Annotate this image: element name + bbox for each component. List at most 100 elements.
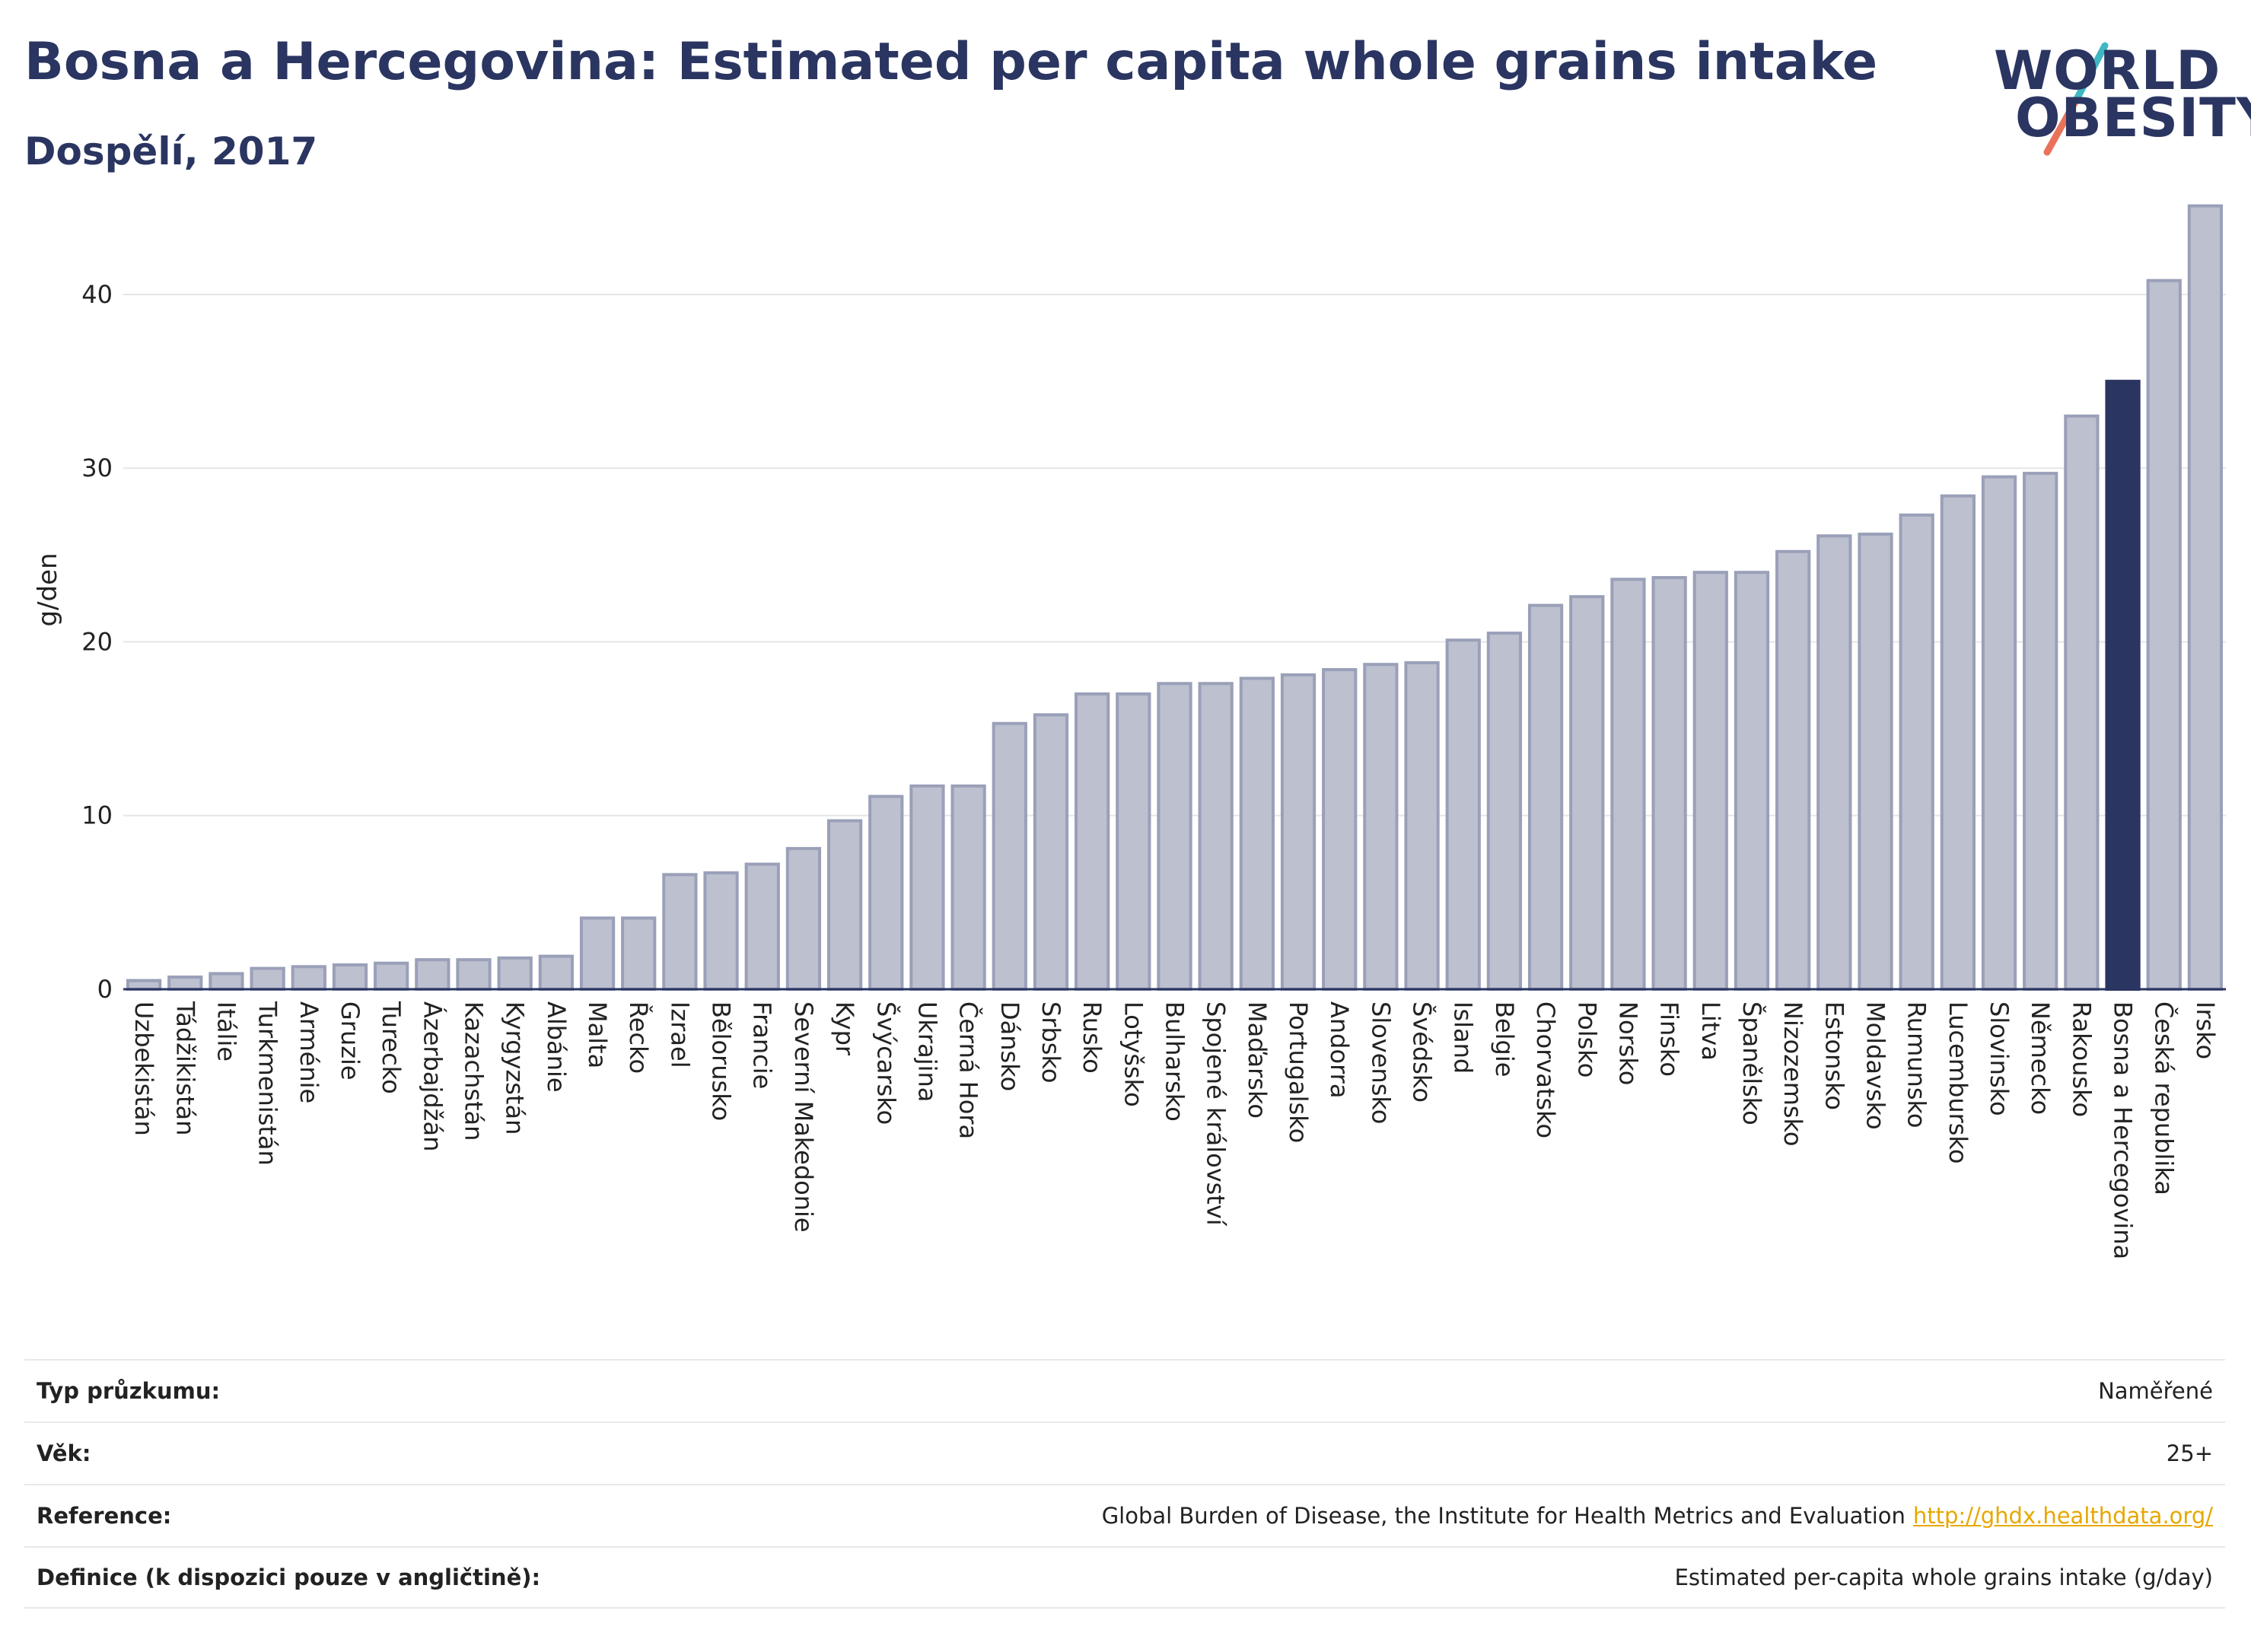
bar[interactable]	[332, 963, 368, 991]
bar[interactable]	[2146, 279, 2182, 991]
bar[interactable]	[826, 819, 863, 992]
x-category-label: Slovinsko	[1985, 1001, 2014, 1116]
x-category-label: Portugalsko	[1284, 1001, 1313, 1143]
bar[interactable]	[1033, 713, 1069, 991]
bar[interactable]	[126, 979, 162, 991]
x-category-label: Norsko	[1613, 1001, 1642, 1085]
x-category-label: Litva	[1696, 1001, 1725, 1061]
bar[interactable]	[1280, 673, 1317, 991]
bar[interactable]	[744, 862, 780, 991]
bar-chart: 0 10 20 30 40 Uzbekistán Tádžikistán Itálie Tur…	[33, 204, 2226, 1259]
bar[interactable]	[1692, 571, 1728, 992]
info-value: 25+	[2166, 1440, 2213, 1466]
bar[interactable]	[992, 721, 1027, 991]
x-category-label: Arménie	[295, 1001, 323, 1103]
x-category-label: Bosna a Hercegovina	[2109, 1001, 2138, 1259]
x-category-label: Andorra	[1325, 1001, 1354, 1098]
x-category-label: Izrael	[665, 1001, 694, 1068]
info-value-reference: Global Burden of Disease, the Institute …	[1102, 1503, 2213, 1529]
bar[interactable]	[2064, 414, 2100, 991]
bar[interactable]	[1157, 682, 1192, 991]
reference-link[interactable]: http://ghdx.healthdata.org/	[1912, 1503, 2213, 1529]
logo-word-1: WORLD	[1994, 40, 2221, 102]
x-category-label: Severní Makedonie	[789, 1001, 818, 1233]
x-category-label: Bulharsko	[1161, 1001, 1189, 1122]
bar[interactable]	[785, 847, 822, 992]
bar[interactable]	[1116, 692, 1151, 992]
x-category-label: Turkmenistán	[253, 1001, 282, 1166]
y-axis-label: g/den	[33, 552, 63, 626]
bar[interactable]	[950, 784, 986, 991]
bar[interactable]	[497, 956, 533, 991]
x-category-label: Itálie	[212, 1001, 240, 1062]
bar[interactable]	[538, 954, 574, 991]
x-category-label: Finsko	[1655, 1001, 1684, 1077]
x-category-label: Rakousko	[2067, 1001, 2096, 1117]
bar[interactable]	[2105, 380, 2141, 991]
x-category-label: Kyrgyzstán	[501, 1001, 530, 1135]
bar[interactable]	[703, 871, 739, 992]
x-category-label: Švédsko	[1408, 1001, 1438, 1103]
y-tick-label: 30	[81, 454, 113, 482]
x-category-label: Ukrajina	[912, 1001, 941, 1102]
bar[interactable]	[1445, 638, 1481, 992]
x-category-label: Ázerbajdžán	[418, 1001, 447, 1151]
y-tick-label: 10	[81, 801, 113, 830]
y-ticks: 0 10 20 30 40	[81, 280, 113, 1004]
bar[interactable]	[1363, 663, 1399, 991]
x-category-label: Srbsko	[1036, 1001, 1065, 1083]
bar[interactable]	[621, 916, 657, 991]
x-category-label: Nizozemsko	[1778, 1001, 1807, 1147]
bar[interactable]	[2023, 472, 2058, 991]
x-category-label: Malta	[583, 1001, 612, 1068]
x-category-label: Chorvatsko	[1531, 1001, 1560, 1138]
bar[interactable]	[209, 972, 244, 992]
x-category-label: Španělsko	[1737, 1001, 1767, 1125]
bar[interactable]	[1239, 676, 1275, 991]
bar[interactable]	[1816, 534, 1852, 991]
bar[interactable]	[662, 873, 698, 992]
y-tick-label: 0	[97, 975, 113, 1004]
world-obesity-logo: WORLD OBESITY	[1979, 30, 2251, 160]
x-category-label: Dánsko	[995, 1001, 1024, 1091]
bar[interactable]	[868, 794, 904, 991]
bar[interactable]	[1527, 603, 1564, 991]
info-key: Typ průzkumu:	[37, 1378, 221, 1404]
bar[interactable]	[1075, 692, 1110, 992]
y-tick-label: 20	[81, 627, 113, 656]
bar[interactable]	[1858, 532, 1893, 991]
bar[interactable]	[1486, 632, 1523, 992]
y-tick-label: 40	[81, 280, 113, 309]
bar[interactable]	[374, 961, 409, 991]
bars	[123, 204, 2226, 992]
x-category-label: Estonsko	[1820, 1001, 1848, 1110]
bar[interactable]	[909, 784, 945, 991]
bar[interactable]	[1734, 571, 1770, 992]
bar[interactable]	[1610, 578, 1646, 992]
bar[interactable]	[1981, 475, 2017, 991]
bar[interactable]	[1198, 682, 1234, 991]
bar[interactable]	[1322, 668, 1358, 991]
bar[interactable]	[415, 958, 451, 992]
x-category-label: Turecko	[377, 1001, 406, 1094]
bar[interactable]	[1775, 549, 1811, 992]
bar[interactable]	[250, 966, 285, 992]
bar[interactable]	[1651, 576, 1687, 991]
bar[interactable]	[1569, 595, 1605, 991]
info-row-survey-type: Typ průzkumu: Naměřené	[24, 1359, 2225, 1421]
bar[interactable]	[456, 958, 492, 992]
bar[interactable]	[1940, 494, 1976, 991]
x-category-label: Rumunsko	[1902, 1001, 1931, 1128]
bar[interactable]	[1899, 513, 1934, 991]
bar[interactable]	[1404, 660, 1440, 991]
x-category-label: Irsko	[2191, 1001, 2220, 1059]
info-key: Reference:	[37, 1503, 172, 1529]
x-category-label: Česká republika	[2150, 1001, 2179, 1195]
bar[interactable]	[2187, 204, 2224, 992]
x-category-label: Švýcarsko	[871, 1001, 901, 1125]
x-category-label: Uzbekistán	[129, 1001, 158, 1136]
bar[interactable]	[167, 976, 203, 991]
bar[interactable]	[291, 965, 326, 992]
bar[interactable]	[579, 916, 616, 991]
chart-title: Bosna a Hercegovina: Estimated per capit…	[24, 32, 1878, 92]
